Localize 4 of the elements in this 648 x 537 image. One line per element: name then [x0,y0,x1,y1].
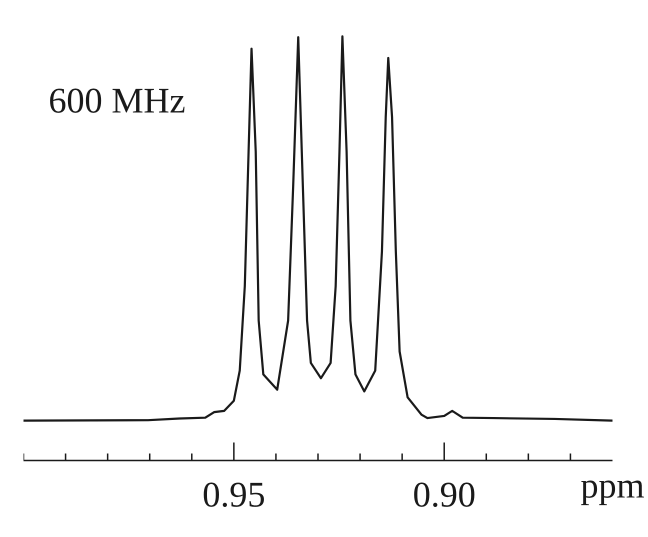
x-tick-label: 0.90 [412,474,476,514]
x-tick-label: 0.95 [202,474,266,514]
annotation: 600 MHz [48,80,186,120]
x-axis-title: ppm [580,466,645,506]
